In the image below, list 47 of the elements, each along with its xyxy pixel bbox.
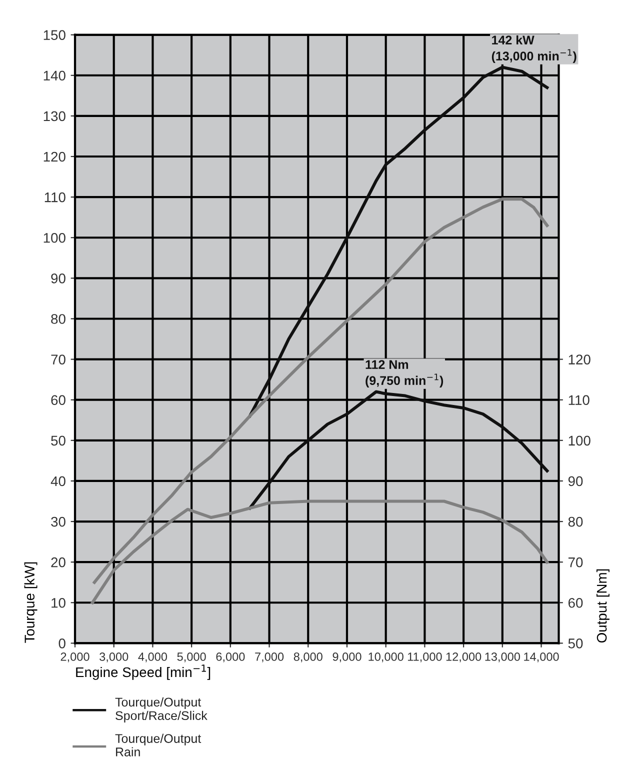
y2-tick-label: 120 bbox=[568, 354, 590, 364]
y2-tick-label: 110 bbox=[568, 395, 590, 406]
x-tick-label: 5,000 bbox=[177, 652, 206, 662]
x-tick-label: 11,000 bbox=[408, 652, 442, 662]
y-tick-label: 30 bbox=[51, 516, 66, 527]
y2-axis-title: Output [Nm] bbox=[596, 569, 610, 643]
y-tick-label: 10 bbox=[52, 598, 66, 608]
x-tick-label: 12,000 bbox=[446, 652, 482, 662]
y-tick-label: 60 bbox=[51, 395, 66, 406]
x-tick-label: 6,000 bbox=[216, 652, 245, 662]
legend-label: Tourque/Output Rain bbox=[115, 734, 202, 756]
y-tick-label: 130 bbox=[44, 111, 66, 122]
legend-label: Tourque/Output Sport/Race/Slick bbox=[115, 697, 208, 723]
annotation: 112 Nm (9,750 min$^{−1}$) bbox=[366, 360, 444, 388]
line-series bbox=[248, 390, 549, 510]
x-tick-label: 3,000 bbox=[100, 652, 128, 662]
x-tick-label: 14,000 bbox=[524, 652, 559, 662]
y-tick-label: 90 bbox=[51, 274, 66, 284]
x-tick-label: 9,000 bbox=[332, 652, 362, 662]
y-tick-label: 100 bbox=[44, 232, 66, 243]
x-tick-label: 2,000 bbox=[60, 652, 90, 662]
y-tick-label: 150 bbox=[44, 30, 66, 40]
y-tick-label: 50 bbox=[51, 436, 66, 446]
y-axis-title: Tourque [kW] bbox=[24, 562, 38, 643]
x-axis-title: Engine Speed [min$^{−1}$] bbox=[76, 664, 210, 680]
y2-tick-label: 80 bbox=[568, 516, 583, 527]
y-tick-label: 120 bbox=[44, 152, 66, 162]
y2-tick-label: 50 bbox=[568, 638, 583, 648]
x-tick-label: 8,000 bbox=[294, 652, 322, 662]
annotation: 142 kW (13,000 min$^{−1}$) bbox=[492, 35, 576, 63]
y2-tick-label: 70 bbox=[568, 557, 583, 568]
x-tick-label: 13,000 bbox=[485, 652, 520, 662]
x-tick-label: 7,000 bbox=[255, 652, 284, 662]
y2-tick-label: 100 bbox=[568, 436, 590, 446]
y-tick-label: 110 bbox=[44, 192, 66, 202]
x-tick-label: 10,000 bbox=[368, 652, 404, 662]
y-tick-label: 70 bbox=[51, 354, 66, 364]
y2-tick-label: 90 bbox=[568, 476, 583, 486]
y-tick-label: 80 bbox=[51, 314, 66, 324]
y2-tick-label: 60 bbox=[568, 598, 583, 608]
line-series bbox=[92, 198, 549, 584]
y-tick-label: 0 bbox=[58, 638, 66, 648]
y-tick-label: 20 bbox=[51, 557, 66, 568]
x-tick-label: 4,000 bbox=[138, 652, 168, 662]
y-tick-label: 40 bbox=[50, 476, 66, 486]
y-tick-label: 140 bbox=[44, 70, 66, 81]
line-series bbox=[90, 500, 549, 604]
